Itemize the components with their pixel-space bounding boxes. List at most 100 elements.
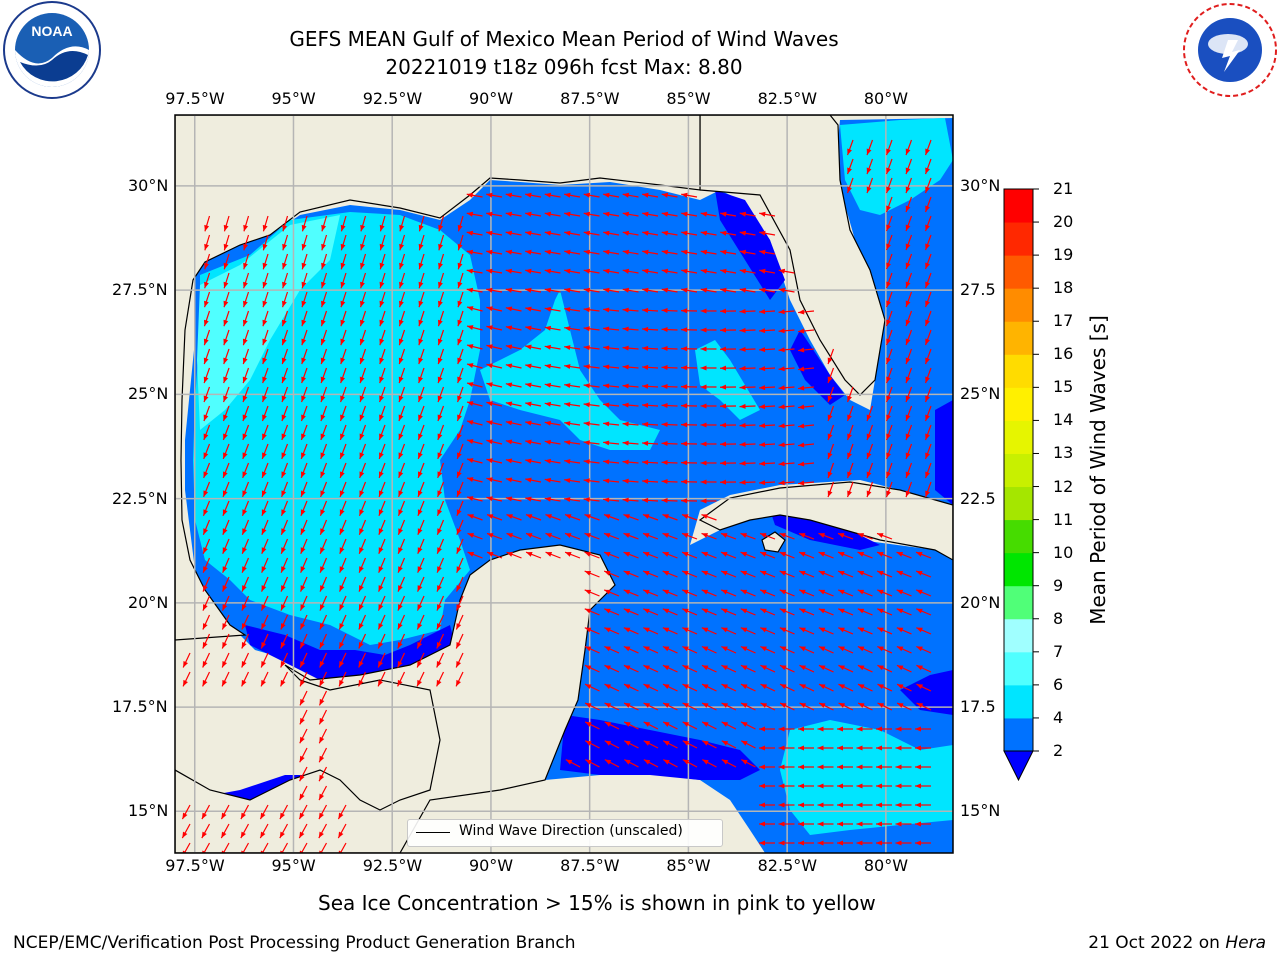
wind-arrowhead (603, 230, 610, 236)
wind-arrowhead (701, 589, 709, 595)
colorbar-band (1004, 321, 1033, 355)
wind-arrowhead (583, 192, 591, 198)
wind-arrow (203, 842, 211, 853)
wind-arrowhead (466, 458, 474, 463)
wind-arrowhead (915, 840, 921, 846)
wind-arrowhead (817, 726, 824, 732)
wind-arrowhead (799, 533, 806, 538)
wind-arrowhead (242, 357, 248, 365)
legend-line-swatch (416, 832, 450, 833)
wind-arrowhead (798, 328, 805, 334)
wind-arrowhead (681, 441, 688, 447)
wind-arrowhead (299, 831, 305, 839)
wind-arrowhead (437, 357, 443, 365)
wind-arrowhead (282, 262, 287, 270)
wind-arrowhead (301, 414, 306, 422)
wind-arrowhead (760, 608, 767, 614)
wind-arrowhead (564, 514, 572, 519)
wind-arrowhead (915, 783, 921, 789)
wind-arrowhead (759, 385, 766, 391)
wind-arrowhead (925, 281, 930, 289)
wind-arrowhead (721, 627, 728, 633)
wind-arrowhead (378, 585, 384, 592)
wind-arrowhead (720, 460, 727, 466)
wind-arrowhead (241, 604, 247, 611)
wind-arrowhead (261, 585, 267, 592)
wind-arrowhead (759, 821, 765, 827)
wind-arrowhead (662, 533, 670, 538)
wind-arrowhead (281, 338, 287, 346)
wind-arrowhead (437, 471, 443, 478)
wind-arrowhead (584, 533, 592, 538)
wind-arrowhead (847, 148, 852, 156)
sea-ice-note: Sea Ice Concentration > 15% is shown in … (318, 891, 876, 915)
wind-arrowhead (877, 646, 884, 652)
wind-arrowhead (700, 268, 708, 274)
wind-arrowhead (886, 414, 891, 422)
wind-arrowhead (584, 589, 592, 595)
wind-arrowhead (358, 604, 364, 611)
wind-arrowhead (700, 479, 707, 485)
wind-arrowhead (340, 452, 345, 459)
wind-arrowhead (340, 395, 345, 403)
wind-arrowhead (622, 307, 629, 313)
wind-arrowhead (437, 338, 443, 346)
wind-arrowhead (240, 831, 246, 839)
wind-arrowhead (564, 440, 571, 446)
lon-label-bottom: 87.5°W (560, 856, 620, 875)
colorbar-tick-label: 17 (1053, 311, 1074, 331)
wind-arrowhead (486, 382, 493, 388)
wind-arrowhead (359, 319, 365, 327)
wind-arrowhead (398, 566, 403, 573)
wind-arrowhead (300, 585, 306, 592)
wind-arrowhead (301, 395, 306, 403)
wind-arrowhead (359, 566, 364, 573)
wind-arrowhead (642, 440, 649, 446)
wind-arrowhead (905, 395, 911, 403)
wind-arrowhead (760, 665, 767, 671)
wind-arrowhead (925, 471, 930, 479)
wind-arrowhead (858, 703, 865, 708)
wind-arrowhead (622, 402, 629, 408)
wind-arrowhead (300, 566, 306, 573)
wind-arrowhead (436, 642, 442, 649)
wind-arrowhead (240, 812, 246, 820)
wind-arrowhead (661, 384, 668, 390)
lat-label-left: 27.5°N (112, 280, 168, 300)
wind-arrowhead (661, 498, 668, 504)
wind-arrowhead (740, 665, 748, 671)
wind-arrowhead (799, 665, 806, 671)
wind-arrowhead (301, 338, 307, 346)
wind-arrowhead (339, 623, 345, 630)
wind-arrowhead (866, 414, 872, 422)
wind-arrowhead (282, 243, 287, 251)
wind-arrowhead (526, 552, 533, 557)
wind-arrowhead (398, 319, 404, 327)
wind-arrowhead (397, 642, 403, 649)
wind-arrowhead (398, 490, 404, 497)
wind-arrowhead (760, 646, 767, 652)
wind-arrowhead (799, 608, 806, 614)
wind-arrowhead (281, 490, 287, 497)
wind-arrowhead (603, 514, 611, 519)
wind-arrowhead (701, 514, 708, 519)
wind-arrowhead (339, 566, 345, 573)
wind-arrowhead (299, 793, 305, 801)
wind-arrowhead (857, 570, 865, 576)
wind-arrowhead (223, 224, 229, 232)
wind-arrowhead (418, 376, 424, 384)
wind-arrowhead (340, 262, 346, 270)
colorbar-band (1004, 486, 1033, 521)
wind-arrowhead (378, 623, 384, 630)
wind-arrowhead (662, 552, 670, 557)
wind-arrowhead (741, 759, 748, 765)
wind-arrowhead (203, 357, 209, 365)
wind-arrowhead (222, 528, 228, 535)
wind-arrowhead (760, 684, 768, 690)
wind-arrowhead (456, 528, 462, 535)
wind-arrowhead (300, 509, 306, 516)
wind-arrowhead (603, 192, 610, 198)
wind-arrowhead (604, 721, 612, 727)
wind-arrowhead (642, 383, 649, 389)
wind-arrowhead (564, 497, 571, 503)
